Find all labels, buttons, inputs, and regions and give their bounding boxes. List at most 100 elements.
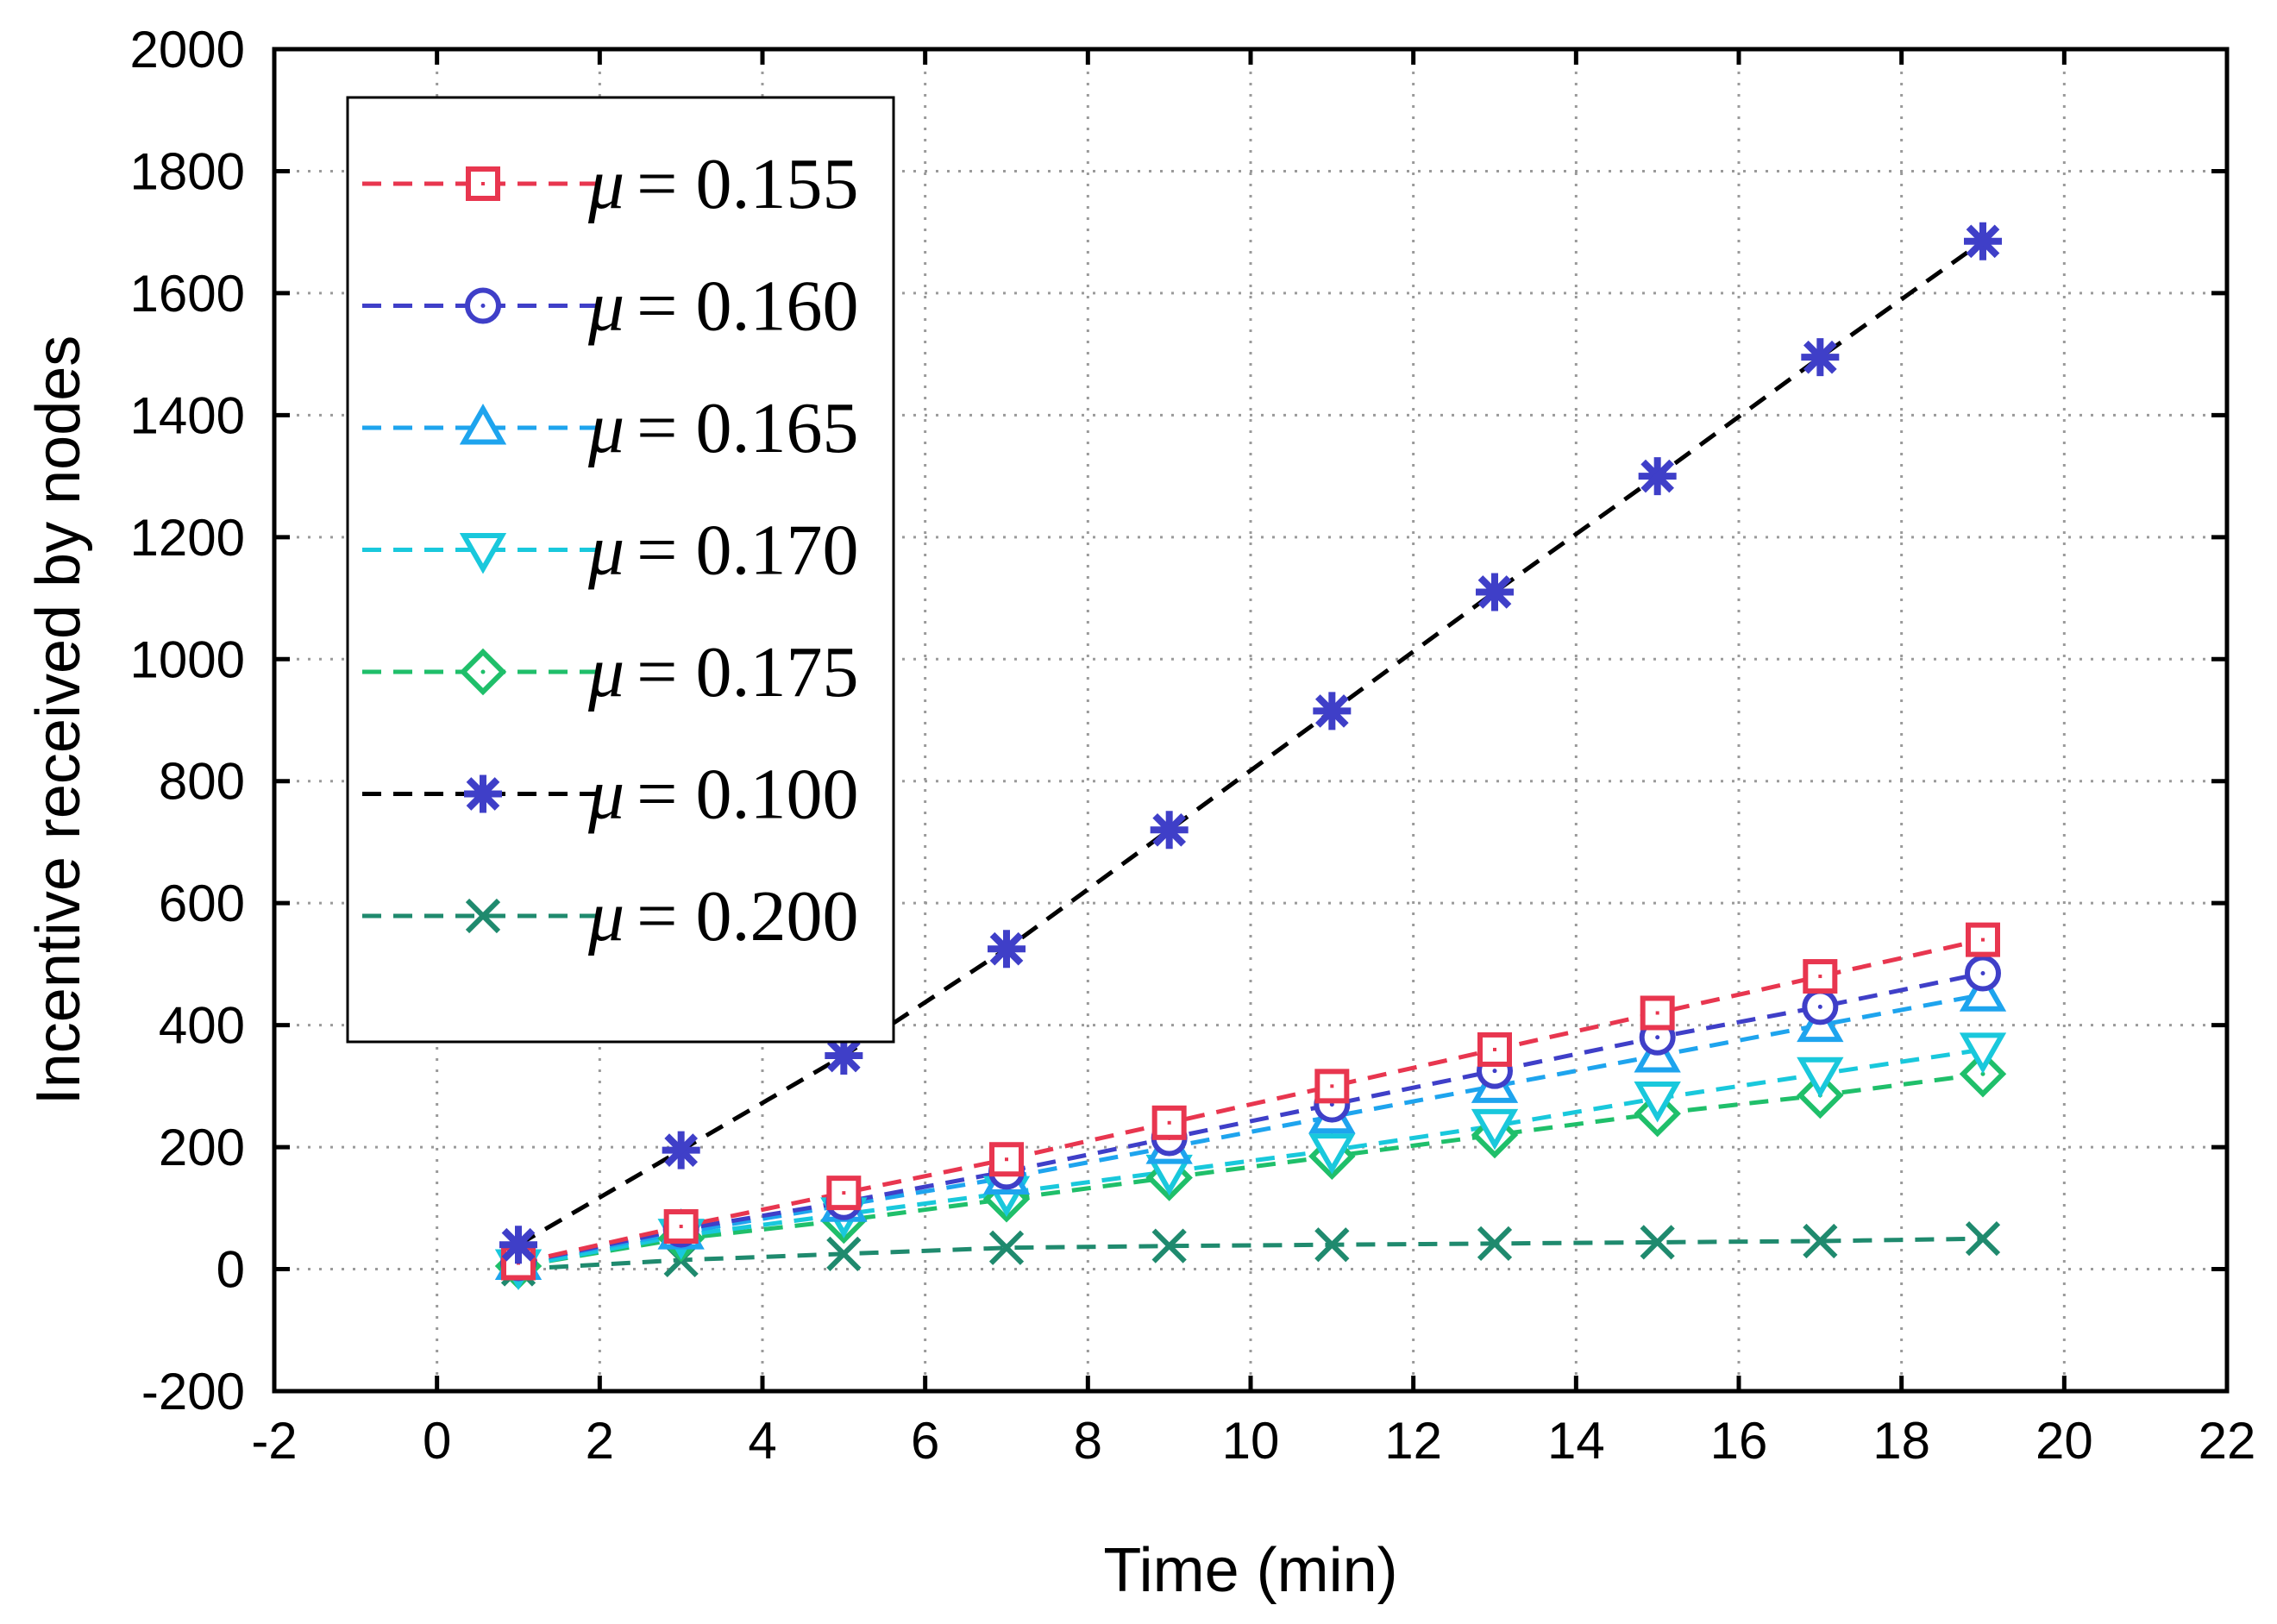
legend-item: μ = 0.165 xyxy=(362,388,859,468)
legend-marker-swatch xyxy=(466,166,500,201)
legend-item: μ = 0.155 xyxy=(362,144,859,224)
legend-marker-swatch xyxy=(459,533,507,574)
x-tick-label: 0 xyxy=(423,1412,451,1470)
x-tick-label: -2 xyxy=(251,1412,297,1470)
data-point-0-4 xyxy=(1151,1105,1187,1140)
legend-mu-value: = 0.170 xyxy=(637,511,858,591)
legend-item: μ = 0.160 xyxy=(362,266,859,347)
data-point-5-3 xyxy=(988,930,1026,969)
x-axis-title: Time (min) xyxy=(1103,1536,1397,1605)
legend-item: μ = 0.175 xyxy=(362,632,859,712)
y-tick-label: 1400 xyxy=(130,386,245,444)
series-markers xyxy=(494,222,2007,1291)
y-tick-label: 1800 xyxy=(130,142,245,200)
series-line-0 xyxy=(518,937,1984,1265)
legend-item: μ = 0.100 xyxy=(362,755,859,835)
data-point-0-1 xyxy=(663,1209,699,1245)
series-line-6 xyxy=(518,1236,1984,1272)
data-point-6-7 xyxy=(1640,1225,1675,1260)
data-point-6-4 xyxy=(1151,1228,1187,1263)
legend-mu-symbol: μ xyxy=(587,266,624,347)
data-point-4-9 xyxy=(1959,1050,2007,1098)
x-tick-label: 12 xyxy=(1384,1412,1442,1470)
legend-label: μ = 0.100 xyxy=(587,755,859,835)
series-line-1 xyxy=(518,971,1984,1265)
legend-mu-value: = 0.160 xyxy=(637,266,858,347)
data-point-3-9 xyxy=(1959,1032,2007,1074)
y-tick-label: 2000 xyxy=(130,21,245,78)
data-point-6-5 xyxy=(1314,1227,1350,1263)
y-tick-label: -200 xyxy=(141,1363,245,1420)
legend-label: μ = 0.165 xyxy=(587,388,859,468)
data-point-5-8 xyxy=(1801,338,1840,377)
series-line-5 xyxy=(517,239,1985,1247)
data-point-0-2 xyxy=(826,1176,862,1211)
x-axis-tick-labels: -2 0 2 4 6 8 10 12 14 16 18 20 22 xyxy=(251,1412,2255,1470)
data-point-3-7 xyxy=(1634,1082,1681,1123)
y-tick-label: 1200 xyxy=(130,509,245,567)
x-tick-label: 8 xyxy=(1074,1412,1102,1470)
legend-label: μ = 0.175 xyxy=(587,632,859,712)
y-tick-label: 1000 xyxy=(130,630,245,688)
data-point-5-6 xyxy=(1476,573,1514,611)
legend-mu-value: = 0.155 xyxy=(637,144,858,224)
data-point-5-4 xyxy=(1150,811,1189,850)
legend-mu-value: = 0.100 xyxy=(637,755,858,835)
data-point-5-0 xyxy=(499,1226,537,1264)
legend-mu-symbol: μ xyxy=(587,755,624,835)
legend-mu-value: = 0.165 xyxy=(637,388,858,468)
y-tick-label: 1600 xyxy=(130,265,245,323)
data-point-3-6 xyxy=(1471,1108,1519,1151)
data-point-0-5 xyxy=(1314,1069,1350,1104)
legend-label: μ = 0.200 xyxy=(587,876,859,956)
legend-mu-symbol: μ xyxy=(587,144,624,224)
y-tick-label: 200 xyxy=(159,1119,245,1176)
data-point-0-6 xyxy=(1477,1031,1512,1067)
legend-mu-symbol: μ xyxy=(587,511,624,591)
x-tick-label: 18 xyxy=(1872,1412,1930,1470)
legend-mu-symbol: μ xyxy=(587,876,624,956)
legend-mu-symbol: μ xyxy=(587,632,624,712)
legend-label: μ = 0.155 xyxy=(587,144,859,224)
y-axis-tick-labels: -200 0 200 400 600 800 1000 1200 1400 1600 1800 200… xyxy=(130,21,245,1420)
x-tick-label: 6 xyxy=(911,1412,939,1470)
data-point-1-8 xyxy=(1802,988,1839,1025)
legend-item: μ = 0.170 xyxy=(362,511,859,591)
y-tick-label: 600 xyxy=(159,875,245,932)
data-point-0-3 xyxy=(989,1142,1024,1177)
x-tick-label: 10 xyxy=(1222,1412,1280,1470)
legend-item: μ = 0.200 xyxy=(362,876,859,956)
x-tick-label: 14 xyxy=(1547,1412,1605,1470)
data-point-5-2 xyxy=(825,1037,863,1075)
data-point-5-5 xyxy=(1313,692,1352,730)
x-tick-label: 4 xyxy=(748,1412,776,1470)
x-tick-label: 20 xyxy=(2036,1412,2093,1470)
data-point-0-9 xyxy=(1966,922,2000,957)
data-point-6-2 xyxy=(826,1236,862,1271)
data-point-6-8 xyxy=(1803,1223,1838,1259)
legend-label: μ = 0.170 xyxy=(587,511,859,591)
data-point-1-9 xyxy=(1965,955,2001,992)
data-point-3-8 xyxy=(1797,1057,1844,1099)
data-point-0-7 xyxy=(1640,995,1675,1031)
legend-marker-swatch xyxy=(464,774,502,813)
x-tick-label: 22 xyxy=(2199,1412,2256,1470)
data-point-6-3 xyxy=(988,1230,1025,1265)
legend-label: μ = 0.160 xyxy=(587,266,859,347)
series-lines xyxy=(517,239,1985,1272)
legend-mu-value: = 0.175 xyxy=(637,632,858,712)
data-point-6-6 xyxy=(1477,1226,1513,1261)
legend-marker-swatch xyxy=(459,648,507,696)
legend-frame xyxy=(346,96,895,1044)
data-point-6-9 xyxy=(1965,1221,2001,1257)
y-tick-label: 800 xyxy=(159,753,245,811)
data-point-5-7 xyxy=(1638,457,1677,496)
data-point-5-9 xyxy=(1964,222,2002,260)
y-tick-label: 400 xyxy=(159,997,245,1055)
data-point-3-5 xyxy=(1308,1133,1356,1175)
data-point-5-1 xyxy=(662,1131,700,1169)
legend-marker-swatch xyxy=(459,403,507,445)
x-tick-label: 2 xyxy=(586,1412,614,1470)
